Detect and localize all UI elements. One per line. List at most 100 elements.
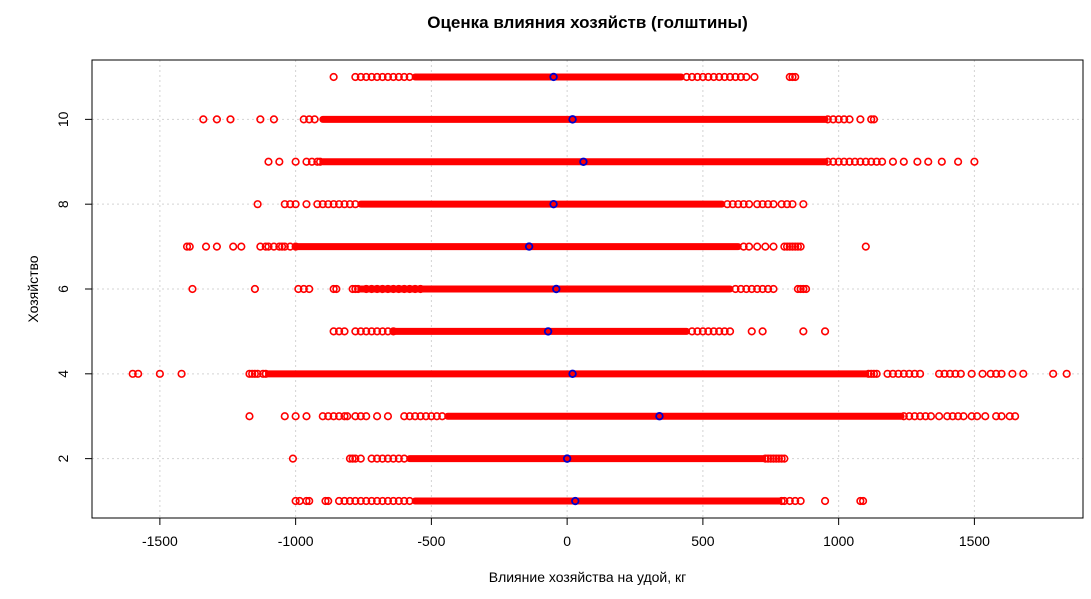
data-point: [280, 412, 289, 421]
y-tick-label: 4: [55, 370, 71, 378]
mean-point: [549, 199, 558, 209]
data-point: [1008, 369, 1017, 378]
data-point: [905, 369, 914, 378]
data-point: [351, 200, 360, 209]
data-point: [394, 496, 403, 506]
data-point: [761, 454, 770, 463]
data-point: [329, 327, 338, 336]
data-point: [769, 284, 778, 294]
data-point: [954, 412, 963, 421]
data-point: [340, 200, 349, 209]
data-point: [780, 496, 789, 506]
data-point: [134, 369, 143, 378]
data-point: [389, 327, 398, 336]
data-point: [839, 157, 849, 166]
data-point: [758, 284, 767, 294]
data-point: [858, 496, 868, 506]
data-point: [248, 369, 257, 378]
data-point: [869, 115, 879, 124]
data-point: [956, 369, 965, 378]
data-point: [421, 412, 431, 421]
data-point: [845, 157, 854, 166]
data-point: [850, 157, 860, 166]
data-point: [780, 454, 789, 463]
data-point: [785, 242, 794, 251]
data-point: [693, 327, 702, 336]
data-point: [799, 200, 808, 209]
data-point: [400, 72, 409, 82]
data-point: [951, 369, 960, 378]
data-point: [286, 242, 295, 251]
data-point: [791, 496, 800, 506]
y-tick-label: 6: [55, 285, 71, 293]
data-point: [343, 412, 352, 421]
data-point: [945, 369, 955, 378]
data-point: [362, 284, 371, 294]
data-point: [788, 242, 797, 251]
data-point: [302, 200, 311, 209]
x-axis-label: Влияние хозяйства на удой, кг: [489, 569, 687, 585]
data-point: [793, 284, 803, 294]
data-point: [329, 200, 338, 209]
data-point: [329, 284, 338, 294]
data-point: [348, 284, 357, 294]
data-point: [763, 284, 773, 294]
data-point: [229, 242, 238, 251]
data-point: [820, 496, 830, 506]
data-point: [861, 157, 870, 166]
data-point: [356, 72, 365, 82]
data-point: [329, 412, 338, 421]
mean-point: [562, 454, 572, 463]
data-point: [723, 200, 732, 209]
data-point: [201, 242, 211, 251]
data-point: [378, 284, 387, 294]
data-point: [739, 200, 748, 209]
data-point: [362, 327, 371, 336]
data-point: [992, 412, 1001, 421]
data-point: [291, 496, 300, 506]
data-point: [291, 242, 300, 251]
data-point: [188, 284, 197, 294]
data-point: [372, 496, 382, 506]
data-point: [935, 412, 944, 421]
data-point: [315, 157, 325, 166]
data-point: [362, 412, 371, 421]
data-point: [400, 454, 409, 463]
data-point: [324, 412, 333, 421]
data-point: [155, 369, 164, 378]
mean-point: [571, 496, 580, 506]
data-point: [340, 327, 349, 336]
data-point: [302, 412, 311, 421]
data-point: [888, 369, 898, 378]
data-point: [744, 242, 754, 251]
data-point: [351, 284, 360, 294]
data-point: [823, 157, 832, 166]
y-axis-label: Хозяйство: [25, 255, 41, 322]
data-point: [954, 157, 963, 166]
data-point: [367, 72, 376, 82]
data-point: [353, 284, 363, 294]
data-point: [383, 72, 393, 82]
x-tick-label: 1500: [959, 533, 990, 549]
x-axis: -1500 -1000 -500 0 500 1000 1500: [142, 518, 990, 549]
data-point: [324, 200, 333, 209]
data-point: [177, 369, 186, 378]
data-point: [796, 284, 805, 294]
data-point: [856, 496, 865, 506]
y-tick-label: 2: [55, 455, 71, 463]
data-point: [796, 496, 805, 506]
data-point: [351, 327, 360, 336]
data-point: [383, 412, 393, 421]
data-point: [291, 412, 300, 421]
data-point: [788, 72, 797, 82]
data-point: [704, 327, 713, 336]
data-point: [981, 412, 990, 421]
data-point: [736, 284, 746, 294]
data-point: [766, 454, 775, 463]
y-tick-label: 8: [55, 200, 71, 208]
data-point: [1011, 412, 1020, 421]
data-point: [725, 72, 735, 82]
x-tick-label: -1000: [278, 533, 314, 549]
data-point: [383, 496, 393, 506]
